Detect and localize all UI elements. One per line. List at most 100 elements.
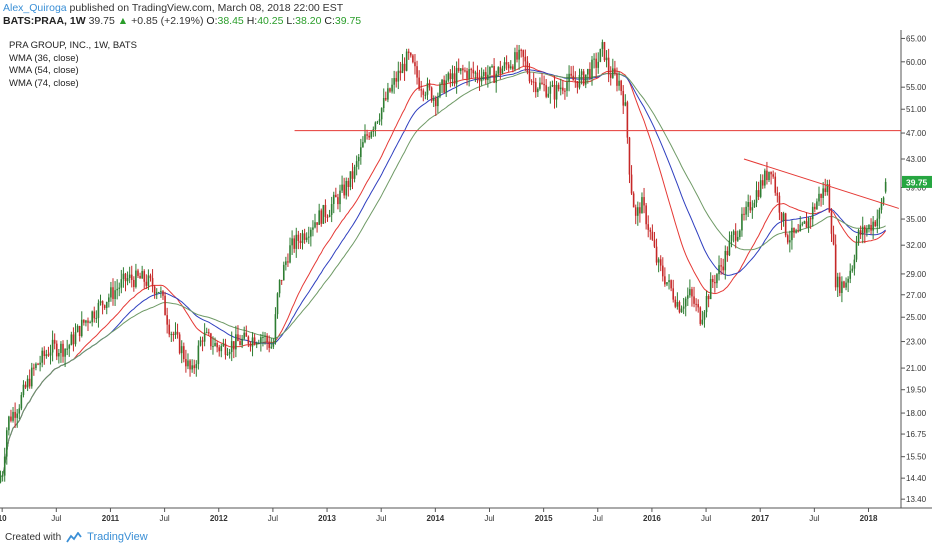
candle-body (811, 206, 814, 220)
candle-body (868, 224, 870, 229)
candle-body (58, 352, 60, 357)
y-tick-label: 27.00 (906, 291, 927, 300)
x-tick-label: 2012 (210, 514, 228, 523)
candle-body (607, 57, 610, 75)
candle-body (289, 245, 291, 263)
candle-body (805, 221, 808, 228)
candle-body (753, 202, 756, 208)
candle-body (597, 61, 600, 68)
candle-body (855, 242, 858, 260)
candle-body (541, 82, 543, 84)
candle-body (385, 98, 387, 100)
candle-body (661, 265, 664, 277)
y-tick-label: 55.00 (906, 83, 927, 92)
candle-body (341, 184, 343, 191)
candle-body (532, 81, 535, 83)
candle-body (870, 224, 872, 231)
open-value: 38.45 (217, 15, 244, 27)
tradingview-brand-link[interactable]: TradingView (87, 531, 148, 543)
candle-body (153, 286, 156, 294)
candle-body (276, 293, 279, 315)
candle-body (382, 98, 385, 109)
candle-body (116, 288, 118, 291)
candle-body (872, 221, 874, 231)
candle-body (43, 350, 46, 357)
candle-body (632, 193, 635, 208)
candle-body (351, 171, 354, 179)
candle-body (420, 89, 423, 91)
candle-body (122, 273, 125, 280)
candle-body (249, 343, 252, 347)
candle-body (291, 238, 293, 246)
x-tick-label: 2017 (751, 514, 769, 523)
candle-body (328, 214, 331, 218)
candle-body (789, 240, 791, 243)
candle-body (493, 66, 495, 83)
candle-body (139, 275, 141, 279)
candle-body (549, 86, 552, 94)
candle-body (85, 320, 87, 323)
candle-body (374, 122, 377, 130)
candle-body (332, 194, 335, 205)
candle-body (539, 82, 541, 89)
candle-body (282, 264, 285, 281)
plot-background (0, 34, 901, 508)
candle-body (487, 74, 489, 81)
candle-body (455, 67, 458, 84)
candle-body (103, 305, 106, 308)
candle-body (143, 271, 146, 282)
candle-body (470, 69, 473, 71)
candle-body (274, 314, 277, 343)
candle-body (580, 71, 583, 75)
legend-item-wma36[interactable]: WMA (36, close) (9, 52, 79, 64)
candle-body (418, 77, 420, 90)
candle-body (764, 170, 766, 186)
candle-body (786, 235, 789, 243)
candle-body (322, 205, 325, 224)
candle-body (682, 306, 685, 309)
created-with-label: Created with (5, 531, 62, 543)
candle-body (836, 276, 839, 288)
candle-body (530, 81, 533, 83)
candle-body (559, 87, 562, 90)
candle-body (370, 131, 373, 138)
candle-body (651, 231, 654, 240)
candle-body (647, 224, 650, 230)
candle-body (362, 142, 364, 148)
candle-body (376, 121, 379, 123)
candle-body (809, 218, 812, 220)
candle-body (101, 301, 104, 306)
candle-body (230, 341, 233, 353)
candle-body (799, 224, 802, 232)
x-tick-label: Jul (376, 514, 386, 523)
price-chart[interactable]: 65.00 60.00 55.00 51.00 47.00 43.00 39.00 35.00… (0, 30, 932, 528)
candle-body (97, 302, 100, 318)
candle-body (447, 73, 450, 81)
candle-body (39, 362, 41, 365)
candle-body (520, 49, 522, 51)
candle-body (33, 367, 35, 369)
candle-body (295, 234, 298, 249)
candle-body (770, 171, 772, 175)
candle-body (564, 90, 566, 92)
candle-body (287, 261, 289, 263)
candle-body (476, 72, 479, 78)
candle-body (747, 202, 749, 207)
legend-item-wma74[interactable]: WMA (74, close) (9, 77, 79, 89)
candle-body (210, 333, 212, 347)
candle-body (37, 363, 39, 365)
candle-body (0, 476, 2, 483)
author-link[interactable]: Alex_Quiroga (3, 2, 67, 14)
candle-body (459, 68, 462, 71)
candle-body (378, 119, 381, 122)
candle-body (718, 265, 720, 275)
candle-body (618, 80, 620, 86)
candle-body (843, 281, 845, 288)
y-tick-label: 32.00 (906, 241, 927, 250)
candle-body (270, 346, 273, 348)
candle-body (297, 234, 300, 241)
candle-body (489, 66, 491, 75)
legend-item-wma54[interactable]: WMA (54, close) (9, 65, 79, 76)
candle-body (491, 66, 493, 68)
candle-body (112, 287, 114, 299)
